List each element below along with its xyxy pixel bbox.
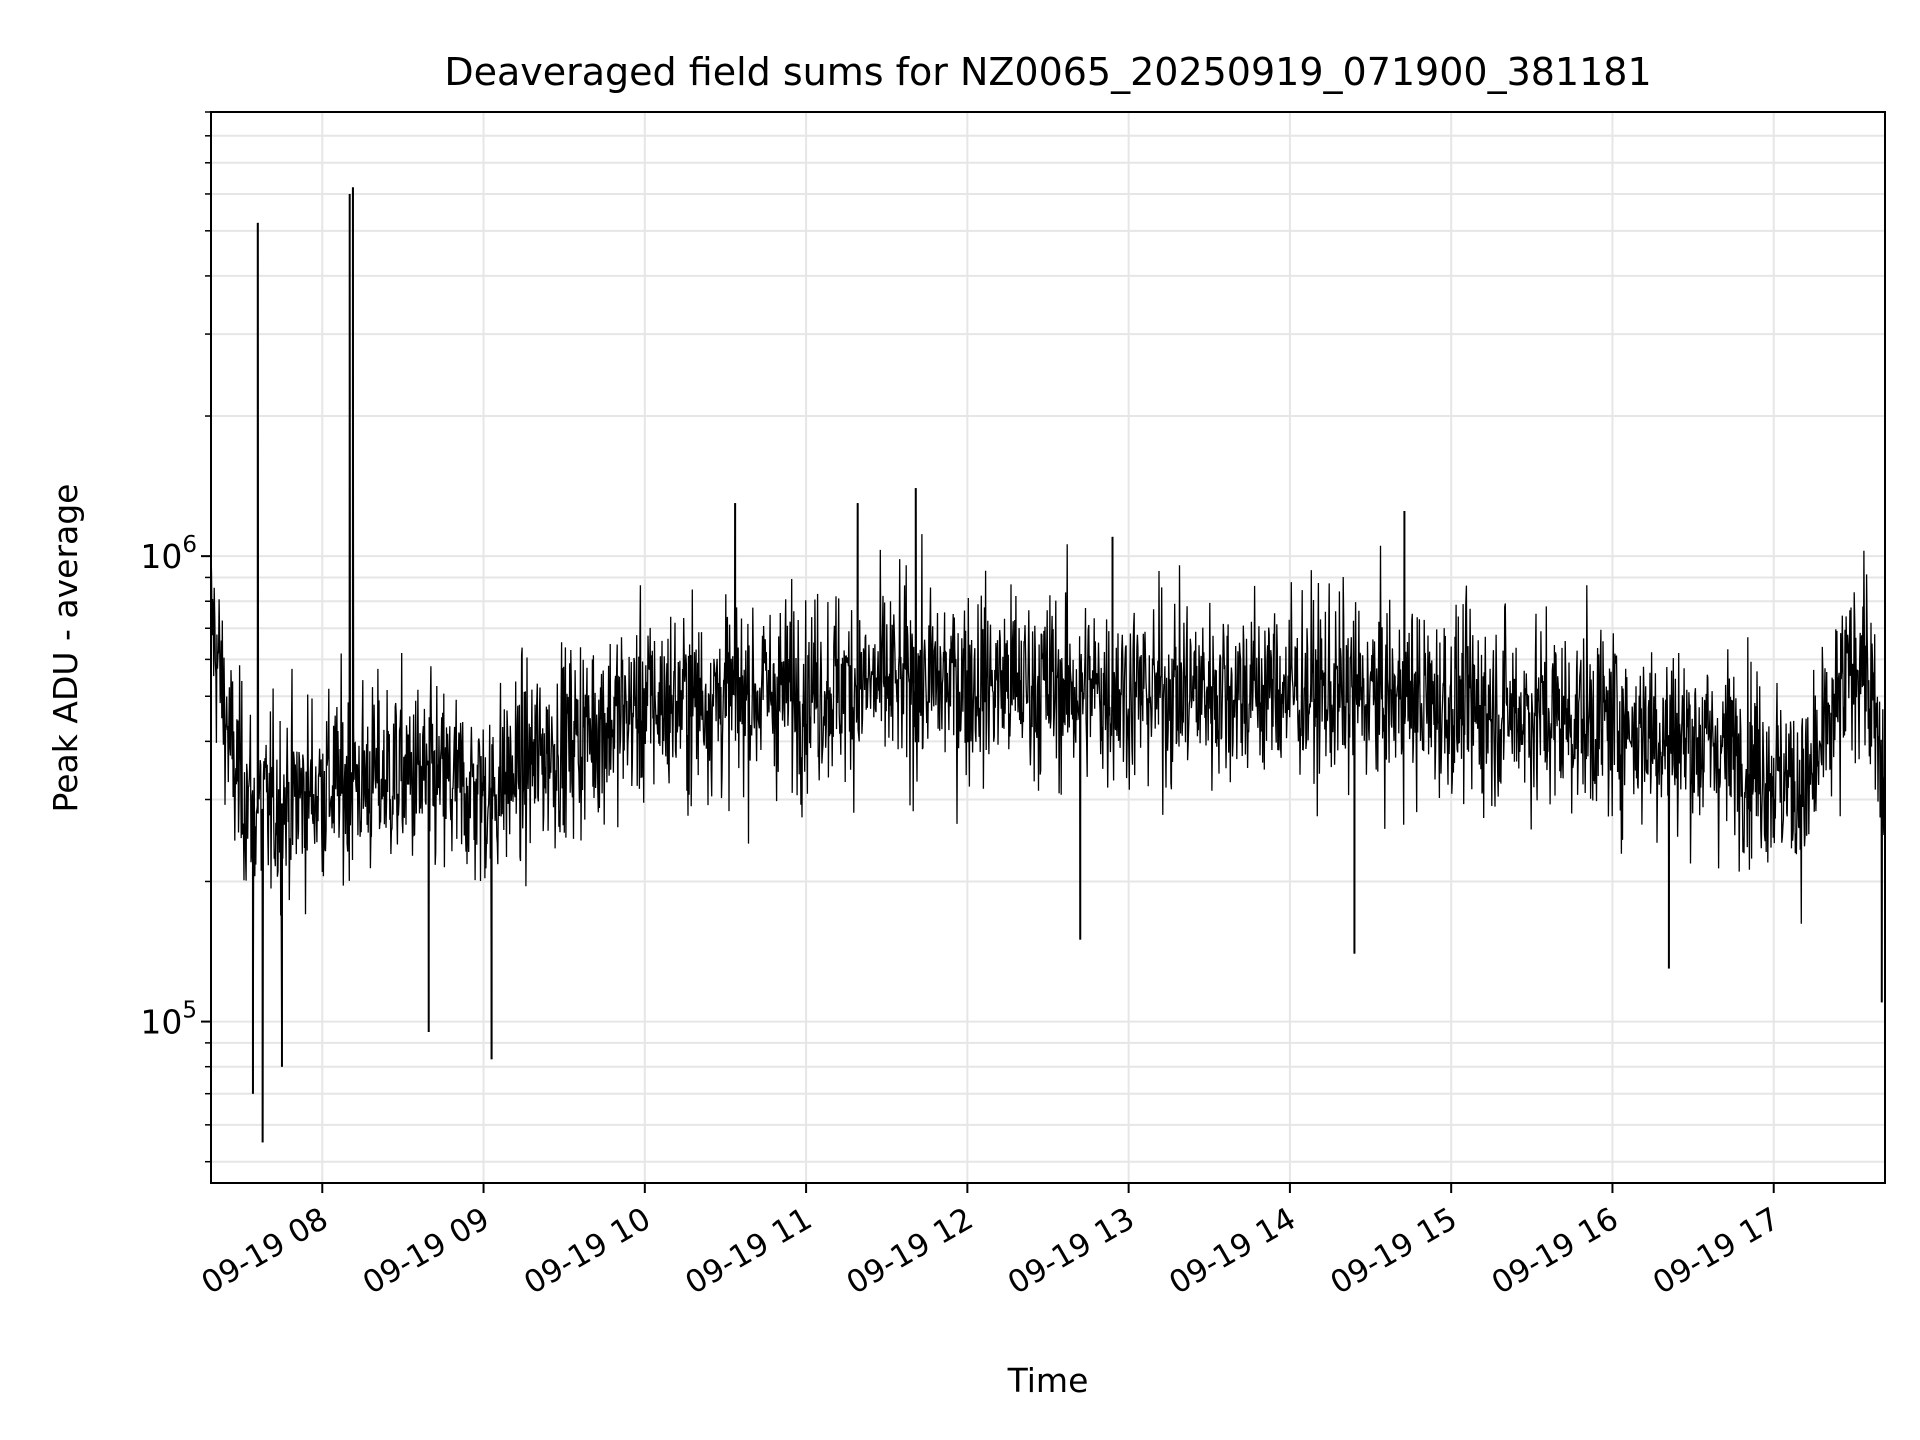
data-series bbox=[210, 187, 1886, 1143]
x-axis-label: Time bbox=[1007, 1361, 1089, 1400]
grid bbox=[211, 111, 1885, 1183]
y-tick-label: 106 bbox=[140, 532, 197, 576]
chart-title: Deaveraged field sums for NZ0065_2025091… bbox=[444, 50, 1651, 94]
plot-frame bbox=[210, 111, 1886, 1184]
y-axis-ticks: 105 106 bbox=[140, 111, 211, 1163]
y-tick-label: 105 bbox=[140, 998, 197, 1042]
y-axis-label: Peak ADU - average bbox=[46, 484, 85, 813]
series-line bbox=[210, 187, 1886, 1143]
